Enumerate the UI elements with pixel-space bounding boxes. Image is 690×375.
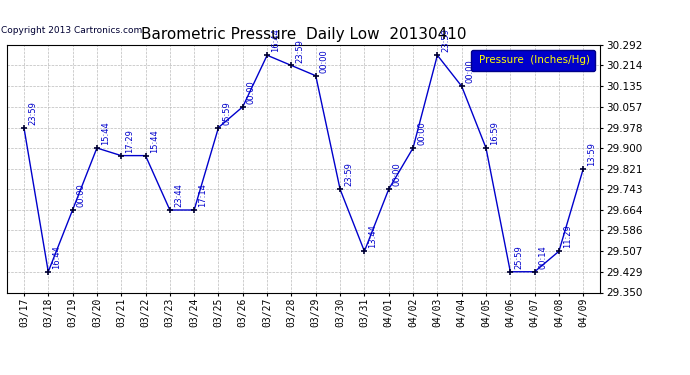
Text: 00:00: 00:00 [466,60,475,84]
Text: 00:00: 00:00 [393,163,402,186]
Text: 13:44: 13:44 [368,225,377,249]
Title: Barometric Pressure  Daily Low  20130410: Barometric Pressure Daily Low 20130410 [141,27,466,42]
Text: 23:59: 23:59 [295,39,304,63]
Text: 23:59: 23:59 [344,163,353,186]
Text: 15:44: 15:44 [150,129,159,153]
Text: 16:59: 16:59 [490,122,499,145]
Legend: Pressure  (Inches/Hg): Pressure (Inches/Hg) [471,50,595,70]
Text: 17:29: 17:29 [126,129,135,153]
Text: 23:44: 23:44 [174,183,183,207]
Text: 25:59: 25:59 [515,245,524,269]
Text: 13:59: 13:59 [587,142,596,166]
Text: 00:00: 00:00 [247,80,256,104]
Text: 05:59: 05:59 [223,101,232,125]
Text: Copyright 2013 Cartronics.com: Copyright 2013 Cartronics.com [1,26,142,35]
Text: 15:44: 15:44 [101,122,110,145]
Text: 00:00: 00:00 [77,183,86,207]
Text: 00:14: 00:14 [539,245,548,269]
Text: 17:14: 17:14 [198,183,207,207]
Text: 11:29: 11:29 [563,225,572,249]
Text: 16:44: 16:44 [271,28,280,53]
Text: 00:00: 00:00 [320,49,329,73]
Text: 00:00: 00:00 [417,122,426,145]
Text: 23:59: 23:59 [442,28,451,53]
Text: 23:59: 23:59 [28,101,37,125]
Text: 16:44: 16:44 [52,245,61,269]
